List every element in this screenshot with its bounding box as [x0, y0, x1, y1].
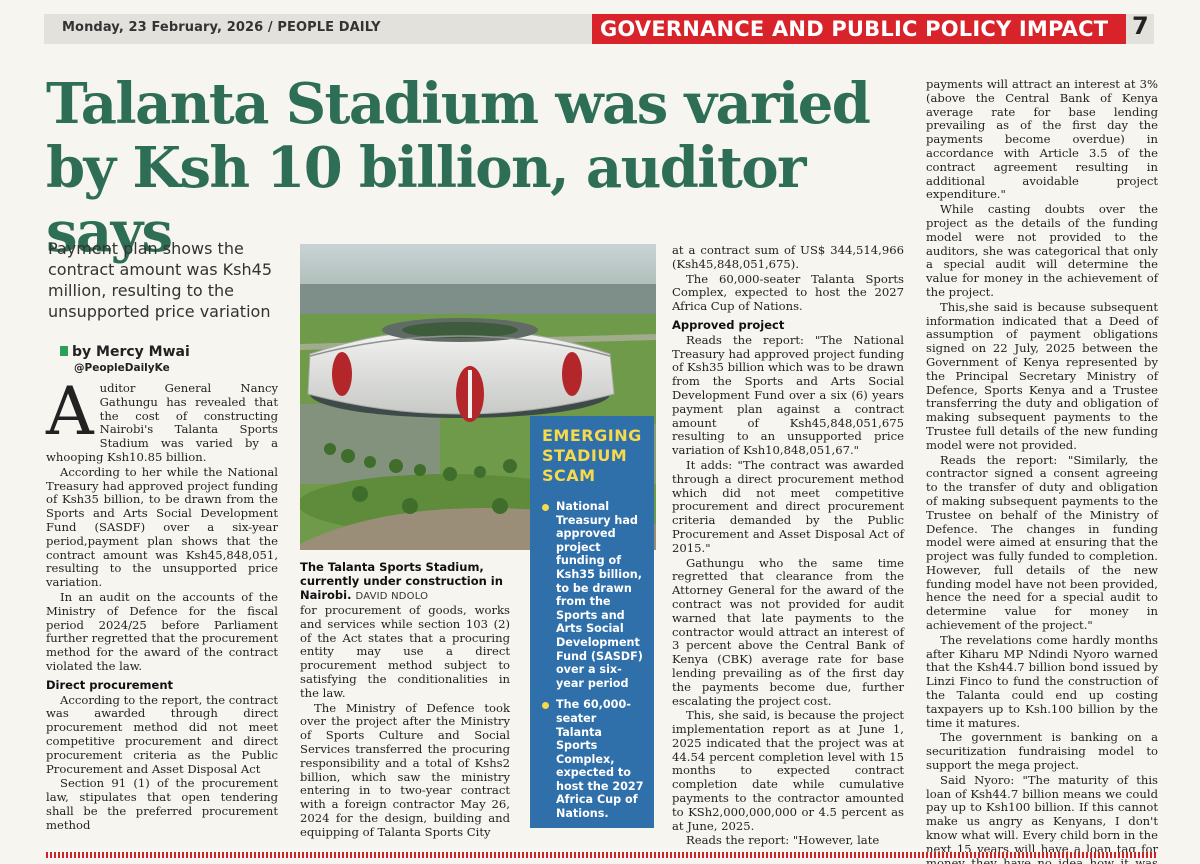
paragraph: The government is banking on a securitiz… — [926, 730, 1158, 773]
paragraph: Reads the report: "The National Treasury… — [672, 332, 904, 458]
paragraph: at a contract sum of US$ 344,514,966 (Ks… — [672, 243, 904, 271]
paragraph: According to the report, the contract wa… — [46, 692, 278, 776]
paragraph: Said Nyoro: "The maturity of this loan o… — [926, 772, 1158, 864]
paragraph: Gathungu who the same time regretted tha… — [672, 555, 904, 708]
article-column-3: at a contract sum of US$ 344,514,966 (Ks… — [672, 243, 904, 849]
byline-text: by Mercy Mwai — [72, 344, 190, 360]
lead-text: uditor General Nancy Gathungu has reveal… — [46, 381, 278, 464]
paragraph: According to her while the National Trea… — [46, 464, 278, 590]
footer-rule — [46, 852, 1156, 858]
bullet-icon — [542, 504, 549, 511]
paragraph: The revelations come hardly months after… — [926, 632, 1158, 730]
byline: by Mercy Mwai — [60, 344, 190, 360]
article-column-4: payments will attract an interest at 3% … — [926, 77, 1158, 864]
article-column-2: for procurement of goods, works and serv… — [300, 603, 510, 841]
sidebar-item: National Treasury had approved project f… — [542, 500, 646, 690]
paragraph: This,she said is because subsequent info… — [926, 299, 1158, 452]
paragraph: While casting doubts over the project as… — [926, 202, 1158, 299]
section-tag: GOVERNANCE AND PUBLIC POLICY IMPACT — [592, 14, 1126, 44]
sidebar-list: National Treasury had approved project f… — [542, 500, 646, 821]
byline-handle: @PeopleDailyKe — [74, 362, 170, 374]
paragraph: The 60,000-seater Talanta Sports Complex… — [672, 271, 904, 314]
paragraph: Reads the report: "However, late — [686, 833, 880, 848]
paragraph: The Ministry of Defence took over the pr… — [300, 700, 510, 839]
paragraph: Section 91 (1) of the procurement law, s… — [46, 776, 278, 832]
paragraph: In an audit on the accounts of the Minis… — [46, 589, 278, 673]
sidebar-box: EMERGING STADIUM SCAM National Treasury … — [530, 416, 654, 828]
subhead-approved-project: Approved project — [672, 317, 785, 332]
paragraph: This, she said, is because the project i… — [672, 708, 904, 833]
paragraph: Reads the report: "Similarly, the contra… — [926, 452, 1158, 633]
photo-caption: The Talanta Sports Stadium, currently un… — [300, 560, 540, 604]
caption-text: The Talanta Sports Stadium, currently un… — [300, 560, 503, 602]
bullet-icon — [542, 702, 549, 710]
sidebar-title: EMERGING STADIUM SCAM — [542, 426, 642, 485]
drop-cap: A — [46, 373, 94, 450]
headline: Talanta Stadium was varied by Ksh 10 bil… — [46, 71, 871, 265]
sidebar-item: The 60,000-seater Talanta Sports Complex… — [542, 698, 646, 820]
paragraph: for procurement of goods, works and serv… — [300, 603, 510, 700]
dateline: Monday, 23 February, 2026 / PEOPLE DAILY — [62, 20, 381, 35]
page-number: 7 — [1132, 12, 1149, 40]
paragraph: It adds: "The contract was awarded throu… — [672, 457, 904, 555]
sidebar-item-text: The 60,000-seater Talanta Sports Complex… — [556, 698, 644, 821]
sidebar-item-text: National Treasury had approved project f… — [556, 500, 643, 690]
photo-credit: DAVID NDOLO — [355, 591, 429, 602]
paragraph: payments will attract an interest at 3% … — [926, 77, 1158, 202]
subhead-direct-procurement: Direct procurement — [46, 677, 174, 692]
deck: Payment plan shows the contract amount w… — [48, 239, 272, 321]
byline-marker — [60, 346, 68, 356]
